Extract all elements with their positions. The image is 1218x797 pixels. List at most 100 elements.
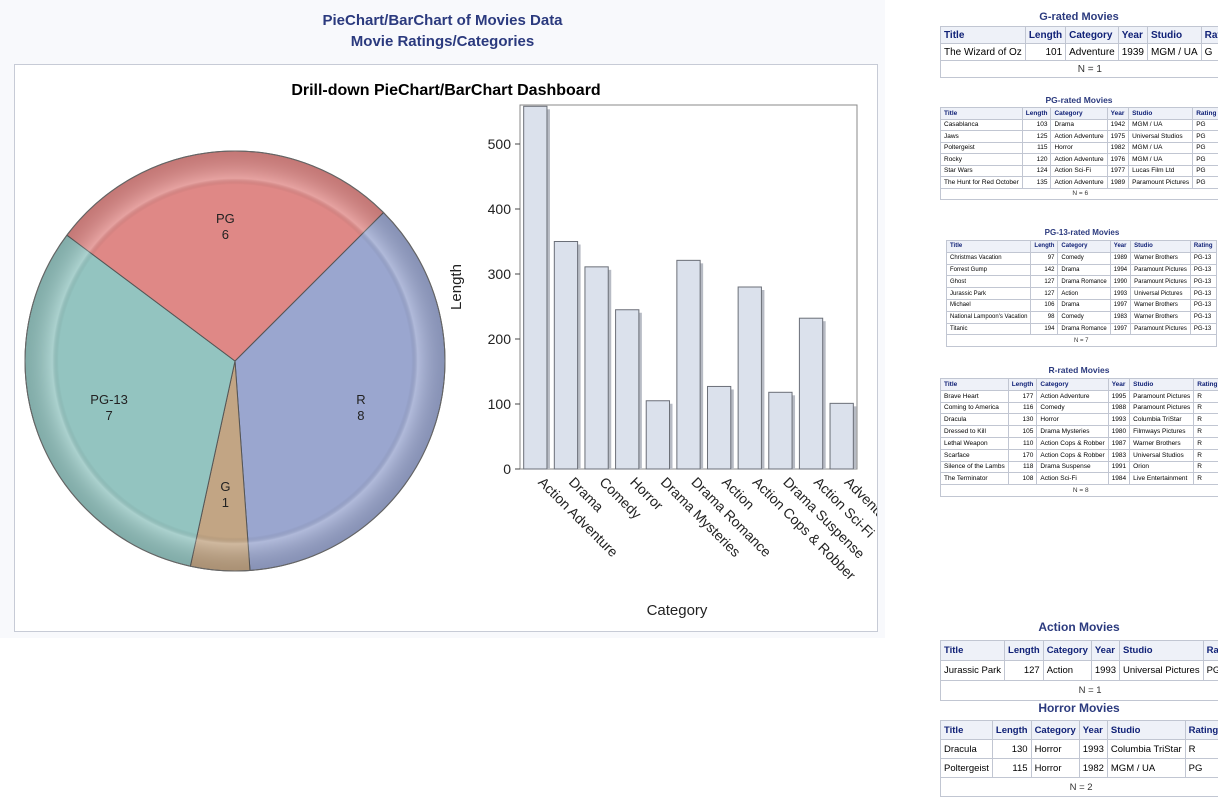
- table-cell: Action Adventure: [1037, 390, 1108, 402]
- chart-canvas: Drill-down PieChart/BarChart DashboardR8…: [15, 65, 877, 631]
- table-cell: PG-13: [1190, 299, 1216, 311]
- table-cell: Poltergeist: [941, 142, 1023, 154]
- bar-action[interactable]: [707, 386, 730, 469]
- table-cell: 120: [1022, 154, 1051, 166]
- bar-action-adventure[interactable]: [524, 106, 547, 469]
- dashboard-title: PieChart/BarChart of Movies Data: [0, 12, 885, 29]
- table-cell: 1983: [1108, 449, 1129, 461]
- table-cell: Live Entertainment: [1130, 473, 1194, 485]
- table-cell: PG: [1193, 142, 1218, 154]
- table-cell: R: [1194, 461, 1218, 473]
- table-cell: 115: [992, 759, 1031, 778]
- bar-action-cops-robber[interactable]: [738, 287, 761, 469]
- table-cell: 1993: [1079, 740, 1107, 759]
- table-cell: 170: [1008, 449, 1037, 461]
- table-cell: 108: [1008, 473, 1037, 485]
- table-cell: Warner Brothers: [1131, 299, 1191, 311]
- table-cell: Universal Studios: [1130, 449, 1194, 461]
- table-cell: 101: [1025, 44, 1065, 61]
- table-count: N = 1: [941, 61, 1218, 78]
- table-count: N = 8: [941, 485, 1218, 497]
- table-cell: 1993: [1091, 661, 1119, 681]
- table-cell: Action: [1043, 661, 1091, 681]
- column-header: Year: [1079, 721, 1107, 740]
- column-header: Rating: [1193, 108, 1218, 120]
- table-cell: 1990: [1110, 276, 1130, 288]
- table-cell: Dracula: [941, 740, 993, 759]
- table-cell: 1983: [1110, 311, 1130, 323]
- pie-slice-g-label: G: [220, 479, 230, 494]
- table-cell: Drama Mysteries: [1037, 426, 1108, 438]
- table-cell: Horror: [1031, 740, 1079, 759]
- table-cell: 1987: [1108, 437, 1129, 449]
- bar-horror[interactable]: [616, 310, 639, 469]
- table-cell: 127: [1031, 288, 1058, 300]
- column-header: Year: [1108, 379, 1129, 391]
- column-header: Year: [1091, 641, 1119, 661]
- table-cell: 1939: [1118, 44, 1147, 61]
- table-cell: R: [1194, 437, 1218, 449]
- column-header: Category: [1066, 27, 1119, 44]
- table-cell: Star Wars: [941, 165, 1023, 177]
- table-cell: 1989: [1107, 177, 1128, 189]
- table-cell: Warner Brothers: [1131, 311, 1191, 323]
- table-cell: Michael: [947, 299, 1031, 311]
- table-cell: Comedy: [1058, 311, 1110, 323]
- table-cell: Dressed to Kill: [941, 426, 1009, 438]
- table-cell: Drama Romance: [1058, 323, 1110, 335]
- table-cell: 1982: [1107, 142, 1128, 154]
- table-cell: 1980: [1108, 426, 1129, 438]
- bar-drama-suspense[interactable]: [769, 392, 792, 469]
- bar-drama[interactable]: [554, 242, 577, 470]
- column-header: Length: [1005, 641, 1044, 661]
- column-header: Year: [1110, 241, 1130, 253]
- table-cell: Horror: [1051, 142, 1107, 154]
- table-cell: 142: [1031, 264, 1058, 276]
- pie-slice-r-label: R: [356, 392, 365, 407]
- table-cell: PG-13: [1190, 264, 1216, 276]
- table-cell: Drama: [1058, 299, 1110, 311]
- pie-slice-pg-value: 6: [222, 227, 229, 242]
- column-header: Category: [1031, 721, 1079, 740]
- table-cell: MGM / UA: [1129, 142, 1193, 154]
- column-header: Studio: [1107, 721, 1185, 740]
- column-header: Category: [1051, 108, 1107, 120]
- table-cell: PG-13: [1190, 276, 1216, 288]
- bar-action-sci-fi[interactable]: [799, 318, 822, 469]
- column-header: Studio: [1120, 641, 1204, 661]
- table-cell: Scarface: [941, 449, 1009, 461]
- table-cell: 125: [1022, 131, 1051, 143]
- table-cell: Columbia TriStar: [1107, 740, 1185, 759]
- table-cell: Comedy: [1037, 402, 1108, 414]
- column-header: Rating: [1194, 379, 1218, 391]
- table-cell: R: [1194, 390, 1218, 402]
- table-cell: Action Cops & Robber: [1037, 449, 1108, 461]
- table-cell: R: [1194, 473, 1218, 485]
- table-cell: Warner Brothers: [1130, 437, 1194, 449]
- bar-drama-romance[interactable]: [677, 260, 700, 469]
- table-cell: Poltergeist: [941, 759, 993, 778]
- table-cell: PG: [1193, 177, 1218, 189]
- column-header: Studio: [1131, 241, 1191, 253]
- bar-comedy[interactable]: [585, 267, 608, 469]
- bar-drama-mysteries[interactable]: [646, 401, 669, 469]
- bar-adventure[interactable]: [830, 403, 853, 469]
- table-cell: Adventure: [1066, 44, 1119, 61]
- column-header: Length: [992, 721, 1031, 740]
- table-cell: PG-13: [1190, 288, 1216, 300]
- table-cell: Filmways Pictures: [1130, 426, 1194, 438]
- y-tick-label: 400: [488, 201, 512, 217]
- table-cell: 1975: [1107, 131, 1128, 143]
